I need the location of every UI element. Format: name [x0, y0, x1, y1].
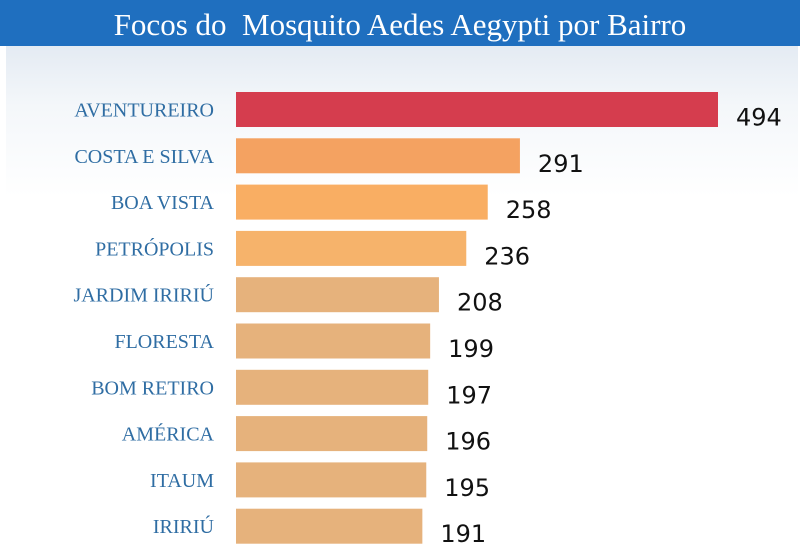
bar [236, 369, 429, 405]
data-label: 291 [538, 150, 584, 178]
category-label: IRIRIÚ [153, 514, 215, 538]
data-label: 494 [736, 104, 782, 132]
category-label: PETRÓPOLIS [95, 236, 214, 260]
bar [236, 323, 431, 359]
data-label: 196 [445, 428, 491, 456]
bar [236, 92, 718, 127]
bar [236, 416, 428, 452]
bar [236, 277, 439, 313]
category-label: BOM RETIRO [91, 377, 214, 399]
data-label: 208 [457, 289, 503, 317]
category-label: COSTA E SILVA [74, 146, 214, 168]
chart-title: Focos do Mosquito Aedes Aegypti por Bair… [0, 0, 800, 46]
data-label: 191 [440, 520, 486, 548]
category-label: AMÉRICA [122, 423, 215, 446]
bar [236, 138, 520, 174]
category-label: ITAUM [150, 470, 214, 492]
bar [236, 184, 488, 220]
bar [236, 508, 423, 544]
data-label: 236 [484, 242, 530, 270]
data-label: 199 [448, 335, 494, 363]
bar [236, 462, 427, 498]
data-label: 197 [446, 381, 492, 409]
category-label: BOA VISTA [111, 192, 215, 214]
bar [236, 230, 467, 266]
category-label: FLORESTA [114, 331, 214, 353]
category-label: JARDIM IRIRIÚ [73, 283, 214, 307]
data-label: 195 [444, 474, 490, 502]
category-label: AVENTUREIRO [74, 100, 214, 122]
data-label: 258 [506, 196, 552, 224]
